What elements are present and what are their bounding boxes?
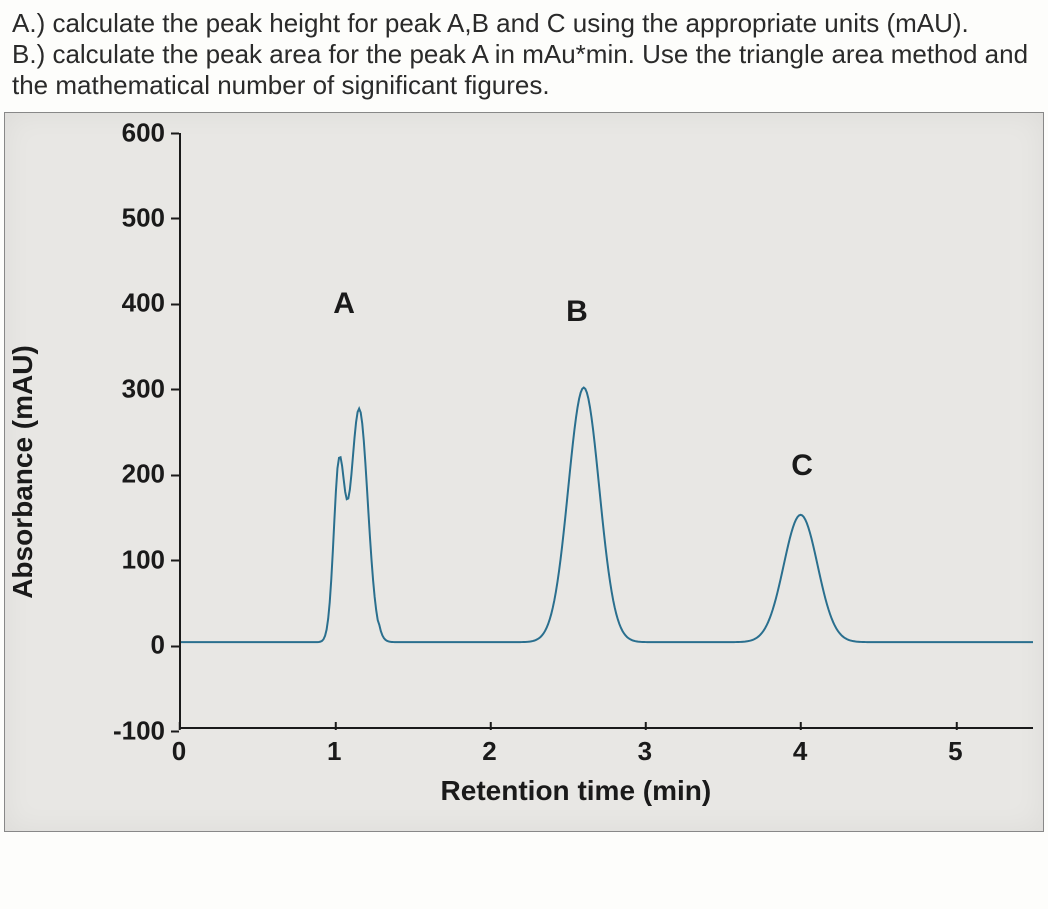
question-text: A.) calculate the peak height for peak A… bbox=[0, 0, 1048, 106]
y-tick-label: 300 bbox=[95, 373, 165, 404]
chromatogram-trace bbox=[181, 133, 1033, 727]
y-tick-label: 0 bbox=[95, 630, 165, 661]
peak-label-a: A bbox=[333, 287, 355, 321]
x-tick-label: 2 bbox=[482, 736, 496, 767]
x-tick-label: 3 bbox=[638, 736, 652, 767]
y-tick-label: -100 bbox=[95, 715, 165, 746]
y-tick-label: 500 bbox=[95, 202, 165, 233]
peak-label-b: B bbox=[566, 295, 588, 329]
y-tick-label: 400 bbox=[95, 288, 165, 319]
x-axis-label: Retention time (min) bbox=[441, 775, 712, 807]
y-tick-label: 600 bbox=[95, 117, 165, 148]
y-tick-label: 100 bbox=[95, 544, 165, 575]
x-tick-label: 0 bbox=[172, 736, 186, 767]
peak-label-c: C bbox=[791, 449, 813, 483]
question-part-a: A.) calculate the peak height for peak A… bbox=[12, 8, 1036, 39]
x-tick-label: 4 bbox=[793, 736, 807, 767]
chromatogram-panel: Absorbance (mAU) Retention time (min) A B… bbox=[4, 112, 1044, 832]
question-part-b: B.) calculate the peak area for the peak… bbox=[12, 39, 1036, 101]
y-tick-label: 200 bbox=[95, 459, 165, 490]
x-tick-label: 5 bbox=[948, 736, 962, 767]
plot-area: A B C bbox=[179, 133, 1033, 729]
x-tick-label: 1 bbox=[327, 736, 341, 767]
y-axis-label: Absorbance (mAU) bbox=[7, 345, 39, 599]
